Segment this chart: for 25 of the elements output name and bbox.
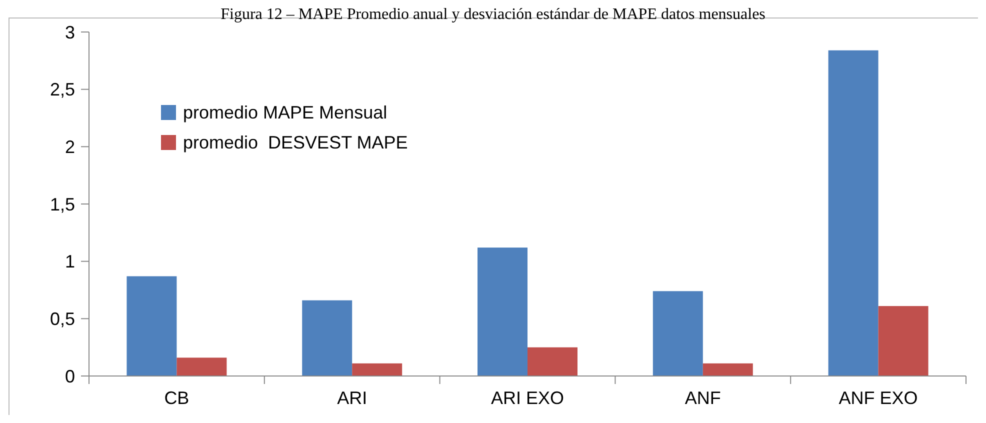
y-tick-label: 0,5 <box>50 308 75 329</box>
x-tick-label: ARI EXO <box>490 388 564 408</box>
y-tick-label: 0 <box>64 366 75 386</box>
x-tick-label: ARI <box>337 388 368 408</box>
bar <box>126 276 177 376</box>
bar <box>302 300 352 376</box>
bar <box>702 363 753 376</box>
chart-title: Figura 12 – MAPE Promedio anual y desviación estándar de MAPE datos mensuales <box>220 6 766 23</box>
x-tick-label: ANF EXO <box>838 388 918 408</box>
y-tick-label: 3 <box>64 22 75 42</box>
y-tick-label: 2 <box>64 136 75 157</box>
bar <box>652 291 703 376</box>
x-tick-label: CB <box>164 388 190 408</box>
bar <box>176 358 227 376</box>
bar <box>352 363 402 376</box>
y-tick-label: 1,5 <box>50 194 75 214</box>
bar <box>478 248 528 376</box>
legend-label: promedio MAPE Mensual <box>183 102 388 122</box>
legend-label: promedio DESVEST MAPE <box>183 132 408 152</box>
bar <box>878 306 928 376</box>
y-tick-label: 2,5 <box>50 80 75 100</box>
x-tick-label: ANF <box>684 388 721 408</box>
bar <box>828 50 878 376</box>
y-tick-label: 1 <box>64 252 75 272</box>
bar <box>528 347 578 376</box>
